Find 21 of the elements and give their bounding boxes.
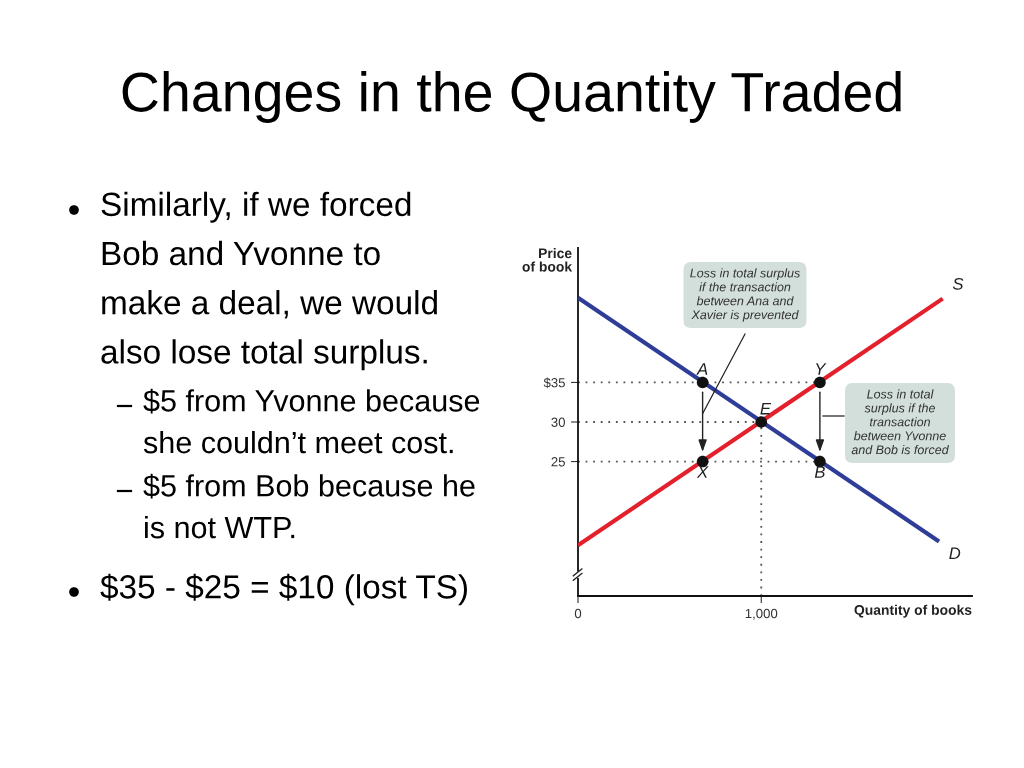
series-label: D xyxy=(949,547,961,560)
text: $35 - $25 = $10 (lost TS) xyxy=(100,573,467,606)
text: $5 from Bob because he is not WTP. xyxy=(143,473,475,539)
x-tick-label: 1,000 xyxy=(745,608,778,620)
text: Similarly, if we forced Bob and Yvonne to make a deal, we would also lose total surplus. xyxy=(101,191,437,371)
annotation: Y xyxy=(816,363,827,375)
annotation: Loss in total surplus if the transaction between Yvonne and Bob is forced xyxy=(851,389,949,455)
annotation: X xyxy=(696,466,709,478)
annotation: Loss in total surplus if the transaction between Ana and Xavier is prevented xyxy=(690,268,800,322)
text: $5 from Yvonne because she couldn’t meet cost. xyxy=(143,388,480,454)
annotation: A xyxy=(696,363,708,375)
x-tick-label: 0 xyxy=(574,608,582,619)
y-axis-title: Price of book xyxy=(522,248,573,272)
series-label: S xyxy=(952,277,964,290)
y-tick-label: 30 xyxy=(551,417,565,427)
annotation: E xyxy=(760,402,772,415)
chart-title: Changes in the Quantity Traded xyxy=(122,71,901,123)
annotation: B xyxy=(814,466,825,478)
y-tick-label: 25 xyxy=(551,457,565,467)
y-tick-label: $35 xyxy=(543,377,565,389)
x-axis-title: Quantity of books xyxy=(854,604,972,618)
